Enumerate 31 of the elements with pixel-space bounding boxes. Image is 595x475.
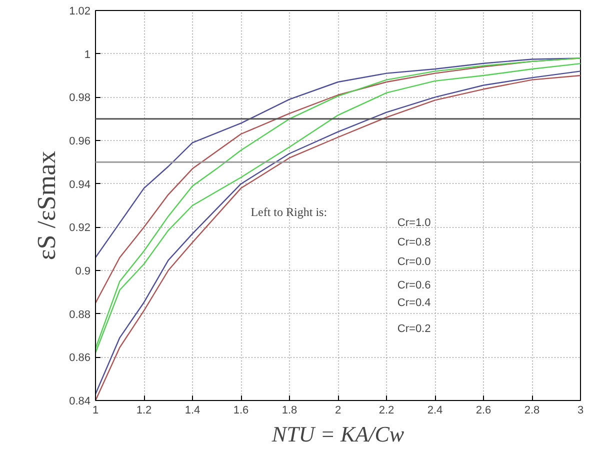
annotation: Cr=1.0	[397, 216, 431, 229]
x-tick-label: 2.8	[524, 404, 540, 416]
x-axis-title: NTU = KA/Cw	[270, 422, 404, 446]
y-tick-label: 1	[84, 48, 91, 61]
x-tick-label: 1.2	[136, 404, 152, 416]
line-series	[96, 58, 580, 258]
annotation: Cr=0.4	[397, 297, 431, 309]
annotation: Cr=0.6	[397, 280, 431, 292]
x-tick-label: 1	[92, 404, 99, 416]
y-tick-label: 1.02	[69, 6, 91, 18]
y-tick-label: 0.84	[69, 396, 91, 408]
y-tick-label: 0.9	[75, 266, 91, 278]
x-tick-label: 2.4	[427, 404, 443, 416]
y-tick-label: 0.88	[69, 308, 91, 321]
y-axis-title: εS /εSmax	[32, 150, 62, 260]
annotation: Cr=0.0	[397, 256, 431, 268]
annotation: Cr=0.8	[397, 236, 431, 248]
y-tick-label: 0.92	[69, 222, 91, 234]
x-tick-label: 1.4	[184, 404, 200, 416]
annotation: Left to Right is:	[250, 205, 328, 219]
x-tick-label: 2.6	[476, 404, 492, 416]
y-tick-label: 0.98	[69, 92, 91, 104]
annotation: Cr=0.2	[397, 323, 431, 335]
x-tick-label: 1.8	[282, 404, 298, 416]
y-tick-label: 0.94	[69, 178, 91, 191]
x-tick-label: 3	[577, 404, 584, 416]
y-tick-label: 0.96	[69, 136, 91, 148]
y-tick-label: 0.86	[69, 352, 91, 364]
x-tick-label: 1.6	[233, 404, 249, 416]
x-tick-label: 2	[334, 404, 342, 416]
x-tick-label: 2.2	[378, 404, 394, 416]
